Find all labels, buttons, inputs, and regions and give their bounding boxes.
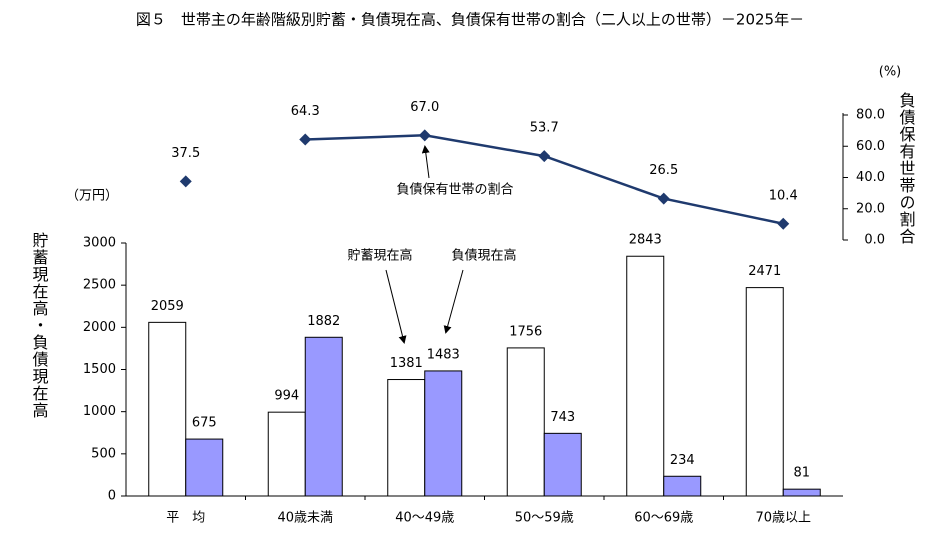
line-marker [179,175,192,188]
bar [663,475,702,497]
y2-tick-label: 20.0 [856,201,885,216]
line-value-label: 53.7 [530,121,559,136]
line-value-label: 67.0 [410,100,439,115]
y-tick-label: 2000 [83,320,116,335]
bar [626,255,665,497]
y-tick-label: 500 [91,446,116,461]
line-marker [418,129,431,142]
bar [782,488,821,497]
x-tick-label: 平 均 [166,511,205,526]
bar-value-label: 2059 [151,299,184,314]
y-tick-label: 1000 [83,404,116,419]
bar [543,432,582,497]
bar-value-label: 2843 [629,233,662,248]
y2-axis-title: 負債保有世帯の割合 [897,92,916,245]
line-marker [657,192,670,205]
arrow [421,145,430,179]
x-tick-label: 40歳未満 [277,511,333,526]
bar-value-label: 1756 [509,324,542,339]
y2-tick-label: 60.0 [856,139,885,154]
bar-value-label: 1381 [390,356,423,371]
bar-value-label: 81 [793,466,810,481]
bar-value-label: 1483 [427,347,460,362]
y-axis-title: 貯蓄現在高・負債現在高 [30,232,49,419]
y-unit: （万円） [66,189,118,204]
bar [148,321,187,497]
bar-value-label: 743 [550,410,575,425]
y-tick-label: 3000 [83,236,116,251]
bar [424,370,463,497]
bar-value-label: 234 [670,453,695,468]
x-tick-label: 70歳以上 [755,511,811,526]
annotation: 負債保有世帯の割合 [396,182,513,198]
bar-value-label: 675 [192,416,217,431]
x-tick-label: 60～69歳 [634,511,693,526]
chart-title: 図５ 世帯主の年齢階級別貯蓄・負債現在高、負債保有世帯の割合（二人以上の世帯）－… [136,11,804,29]
line-value-label: 37.5 [171,146,200,161]
bar [304,336,343,497]
bar [185,438,224,497]
y2-tick-label: 80.0 [856,108,885,123]
line-value-label: 26.5 [649,163,678,178]
annotation: 貯蓄現在高 [347,248,412,264]
annotation: 負債現在高 [451,248,516,264]
y-tick-label: 2500 [83,278,116,293]
arrow [385,269,407,344]
line-marker [777,217,790,230]
line-value-label: 10.4 [769,188,798,203]
x-tick-label: 40～49歳 [395,511,454,526]
bar [267,411,306,497]
line [305,134,784,225]
bar [745,287,784,497]
arrow [443,269,464,334]
y2-tick-label: 0.0 [864,233,885,248]
bar [506,347,545,497]
y2-tick-label: 40.0 [856,170,885,185]
x-tick-label: 50～59歳 [515,511,574,526]
y2-unit: (%) [879,65,902,80]
y-tick-label: 0 [108,489,116,504]
line-marker [538,150,551,163]
bar-value-label: 2471 [748,264,781,279]
bar [387,379,426,497]
y-tick-label: 1500 [83,362,116,377]
line-marker [299,133,312,146]
bar-value-label: 1882 [307,314,340,329]
line-value-label: 64.3 [291,104,320,119]
bar-value-label: 994 [274,389,299,404]
